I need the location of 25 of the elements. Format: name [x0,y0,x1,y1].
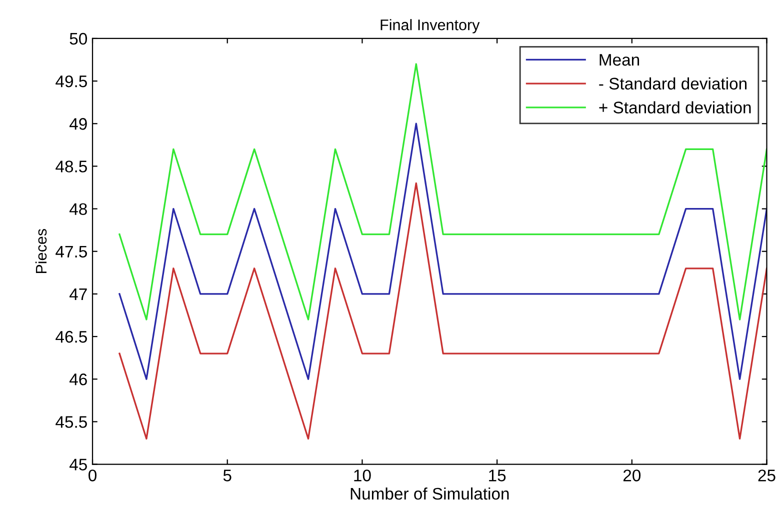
y-tick-label: 47.5 [56,246,87,258]
x-tick-label: 5 [223,470,232,482]
legend-label: Mean [600,54,640,66]
x-axis-title: Number of Simulation [350,487,509,500]
line-series [118,182,767,440]
y-tick-label: 46.5 [56,330,87,343]
x-tick-label: 15 [489,470,506,482]
legend-label: - Standard deviation [599,77,746,90]
legend-label: + Standard deviation [599,101,751,114]
y-tick-label: 46 [69,374,87,386]
y-tick-label: 45.5 [56,416,87,428]
chart-title: Final Inventory [380,19,480,34]
y-tick-label: 49.5 [56,75,87,88]
x-tick-label: 20 [623,470,641,482]
y-tick-label: 47 [69,288,87,300]
y-tick-label: 50 [70,32,87,45]
y-tick-label: 45 [69,458,87,470]
y-tick-label: 48 [69,203,87,215]
y-tick-label: 48.5 [56,160,87,172]
x-tick-label: 25 [758,470,776,482]
x-tick-label: 10 [354,470,371,482]
x-tick-label: 0 [88,470,96,482]
y-axis-title: Pieces [35,228,47,274]
line-series [118,122,767,380]
y-tick-label: 49 [69,118,87,130]
